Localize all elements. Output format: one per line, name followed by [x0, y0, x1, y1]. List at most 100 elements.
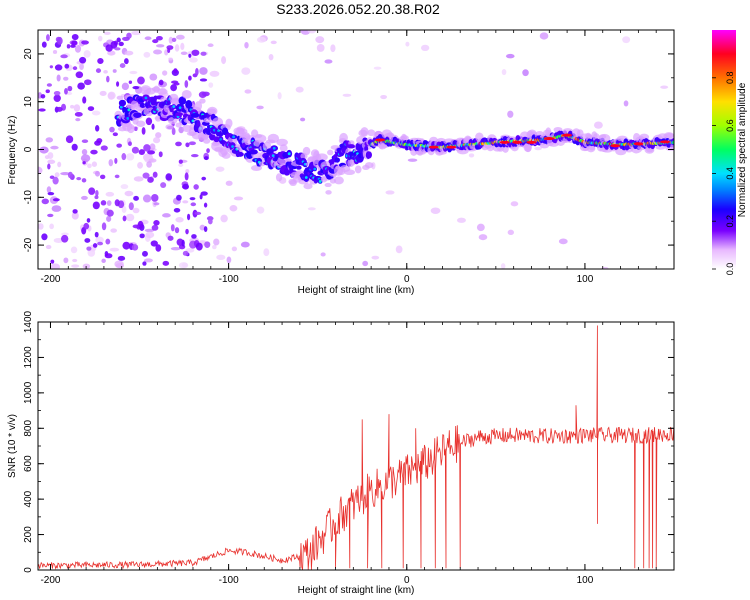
- noise-speckle: [185, 168, 190, 174]
- ridge-halo: [194, 101, 203, 111]
- noise-blob: [116, 143, 122, 148]
- noise-speckle: [215, 166, 225, 172]
- noise-blob: [66, 44, 71, 49]
- noise-blob: [87, 106, 95, 111]
- ridge-halo: [302, 146, 311, 156]
- ridge-core: [172, 105, 176, 108]
- ridge-body: [347, 144, 356, 149]
- noise-speckle: [539, 32, 549, 40]
- noise-speckle: [144, 36, 152, 41]
- ridge-halo: [327, 149, 334, 156]
- noise-speckle: [129, 70, 138, 75]
- noise-speckle: [420, 44, 430, 52]
- ridge-hotspot: [512, 140, 523, 144]
- ridge-body: [175, 112, 183, 117]
- noise-speckle: [162, 213, 171, 218]
- noise-blob: [191, 154, 199, 158]
- noise-speckle: [91, 110, 101, 116]
- y-tick-label: 400: [23, 490, 34, 507]
- noise-blob: [203, 202, 208, 208]
- noise-blob: [67, 85, 73, 92]
- noise-blob: [81, 178, 87, 183]
- noise-speckle: [87, 163, 92, 169]
- noise-blob: [199, 194, 203, 200]
- noise-speckle: [500, 263, 506, 269]
- noise-blob: [50, 259, 55, 264]
- noise-speckle: [185, 248, 195, 253]
- snr-line-layer: [38, 325, 674, 570]
- noise-blob: [114, 174, 120, 179]
- noise-blob: [52, 176, 59, 185]
- noise-blob: [200, 191, 208, 196]
- noise-speckle: [71, 211, 79, 220]
- noise-speckle: [593, 121, 603, 129]
- noise-blob: [206, 148, 210, 154]
- noise-blob: [104, 253, 113, 259]
- noise-blob: [100, 145, 108, 151]
- noise-speckle: [46, 186, 52, 194]
- ridge-halo: [665, 133, 674, 139]
- noise-blob: [99, 174, 106, 180]
- spectrogram-heatmap: [38, 30, 674, 269]
- colorbar-ticks: 0.0 0.2 0.4 0.6 0.8: [712, 72, 735, 276]
- noise-speckle: [622, 36, 631, 44]
- noise-blob: [60, 234, 69, 243]
- spectrogram-y-axis-label: Frequency (Hz): [7, 116, 18, 185]
- noise-blob: [162, 260, 170, 266]
- noise-blob: [105, 44, 113, 52]
- noise-speckle: [478, 234, 488, 241]
- noise-blob: [201, 176, 207, 181]
- noise-blob: [151, 123, 155, 130]
- colorbar-tick-label: 0.2: [725, 215, 735, 228]
- noise-blob: [141, 127, 146, 135]
- noise-speckle: [99, 90, 107, 96]
- ridge-body: [213, 136, 220, 143]
- noise-blob: [40, 94, 46, 99]
- noise-speckle: [47, 152, 54, 159]
- noise-blob: [133, 195, 139, 201]
- ridge-body: [139, 103, 146, 109]
- noise-speckle: [63, 257, 69, 264]
- ridge-core: [219, 138, 223, 141]
- noise-blob: [122, 36, 130, 42]
- noise-blob: [167, 47, 171, 53]
- noise-blob: [71, 40, 78, 46]
- noise-speckle: [80, 154, 91, 163]
- noise-blob: [56, 36, 63, 45]
- noise-speckle: [137, 162, 144, 169]
- noise-blob: [101, 222, 107, 231]
- noise-speckle: [101, 258, 106, 264]
- noise-speckle: [54, 172, 60, 178]
- noise-blob: [142, 261, 147, 266]
- noise-speckle: [71, 264, 80, 268]
- noise-blob: [191, 49, 200, 56]
- noise-speckle: [97, 35, 103, 42]
- ridge-body: [334, 157, 341, 163]
- ridge-hotspot: [660, 140, 671, 144]
- noise-blob: [184, 172, 189, 181]
- noise-blob: [95, 124, 100, 132]
- noise-blob: [182, 250, 189, 256]
- x-tick-label: 0: [404, 575, 410, 586]
- ridge-halo: [225, 118, 233, 128]
- noise-speckle: [168, 36, 174, 44]
- noise-speckle: [74, 44, 82, 53]
- noise-blob: [147, 176, 154, 183]
- noise-speckle: [231, 246, 238, 252]
- noise-blob: [132, 86, 140, 90]
- noise-blob: [150, 240, 158, 247]
- noise-speckle: [534, 146, 542, 151]
- ridge-hotspot: [499, 140, 510, 144]
- ridge-hotspot: [633, 142, 644, 146]
- ridge-halo: [165, 124, 174, 130]
- noise-speckle: [126, 153, 135, 161]
- noise-speckle: [660, 85, 669, 89]
- noise-blob: [131, 244, 139, 251]
- colorbar-tick-label: 0.0: [725, 263, 735, 276]
- noise-speckle: [61, 232, 69, 236]
- ridge-core: [313, 167, 317, 171]
- noise-speckle: [107, 91, 116, 100]
- noise-speckle: [226, 256, 232, 264]
